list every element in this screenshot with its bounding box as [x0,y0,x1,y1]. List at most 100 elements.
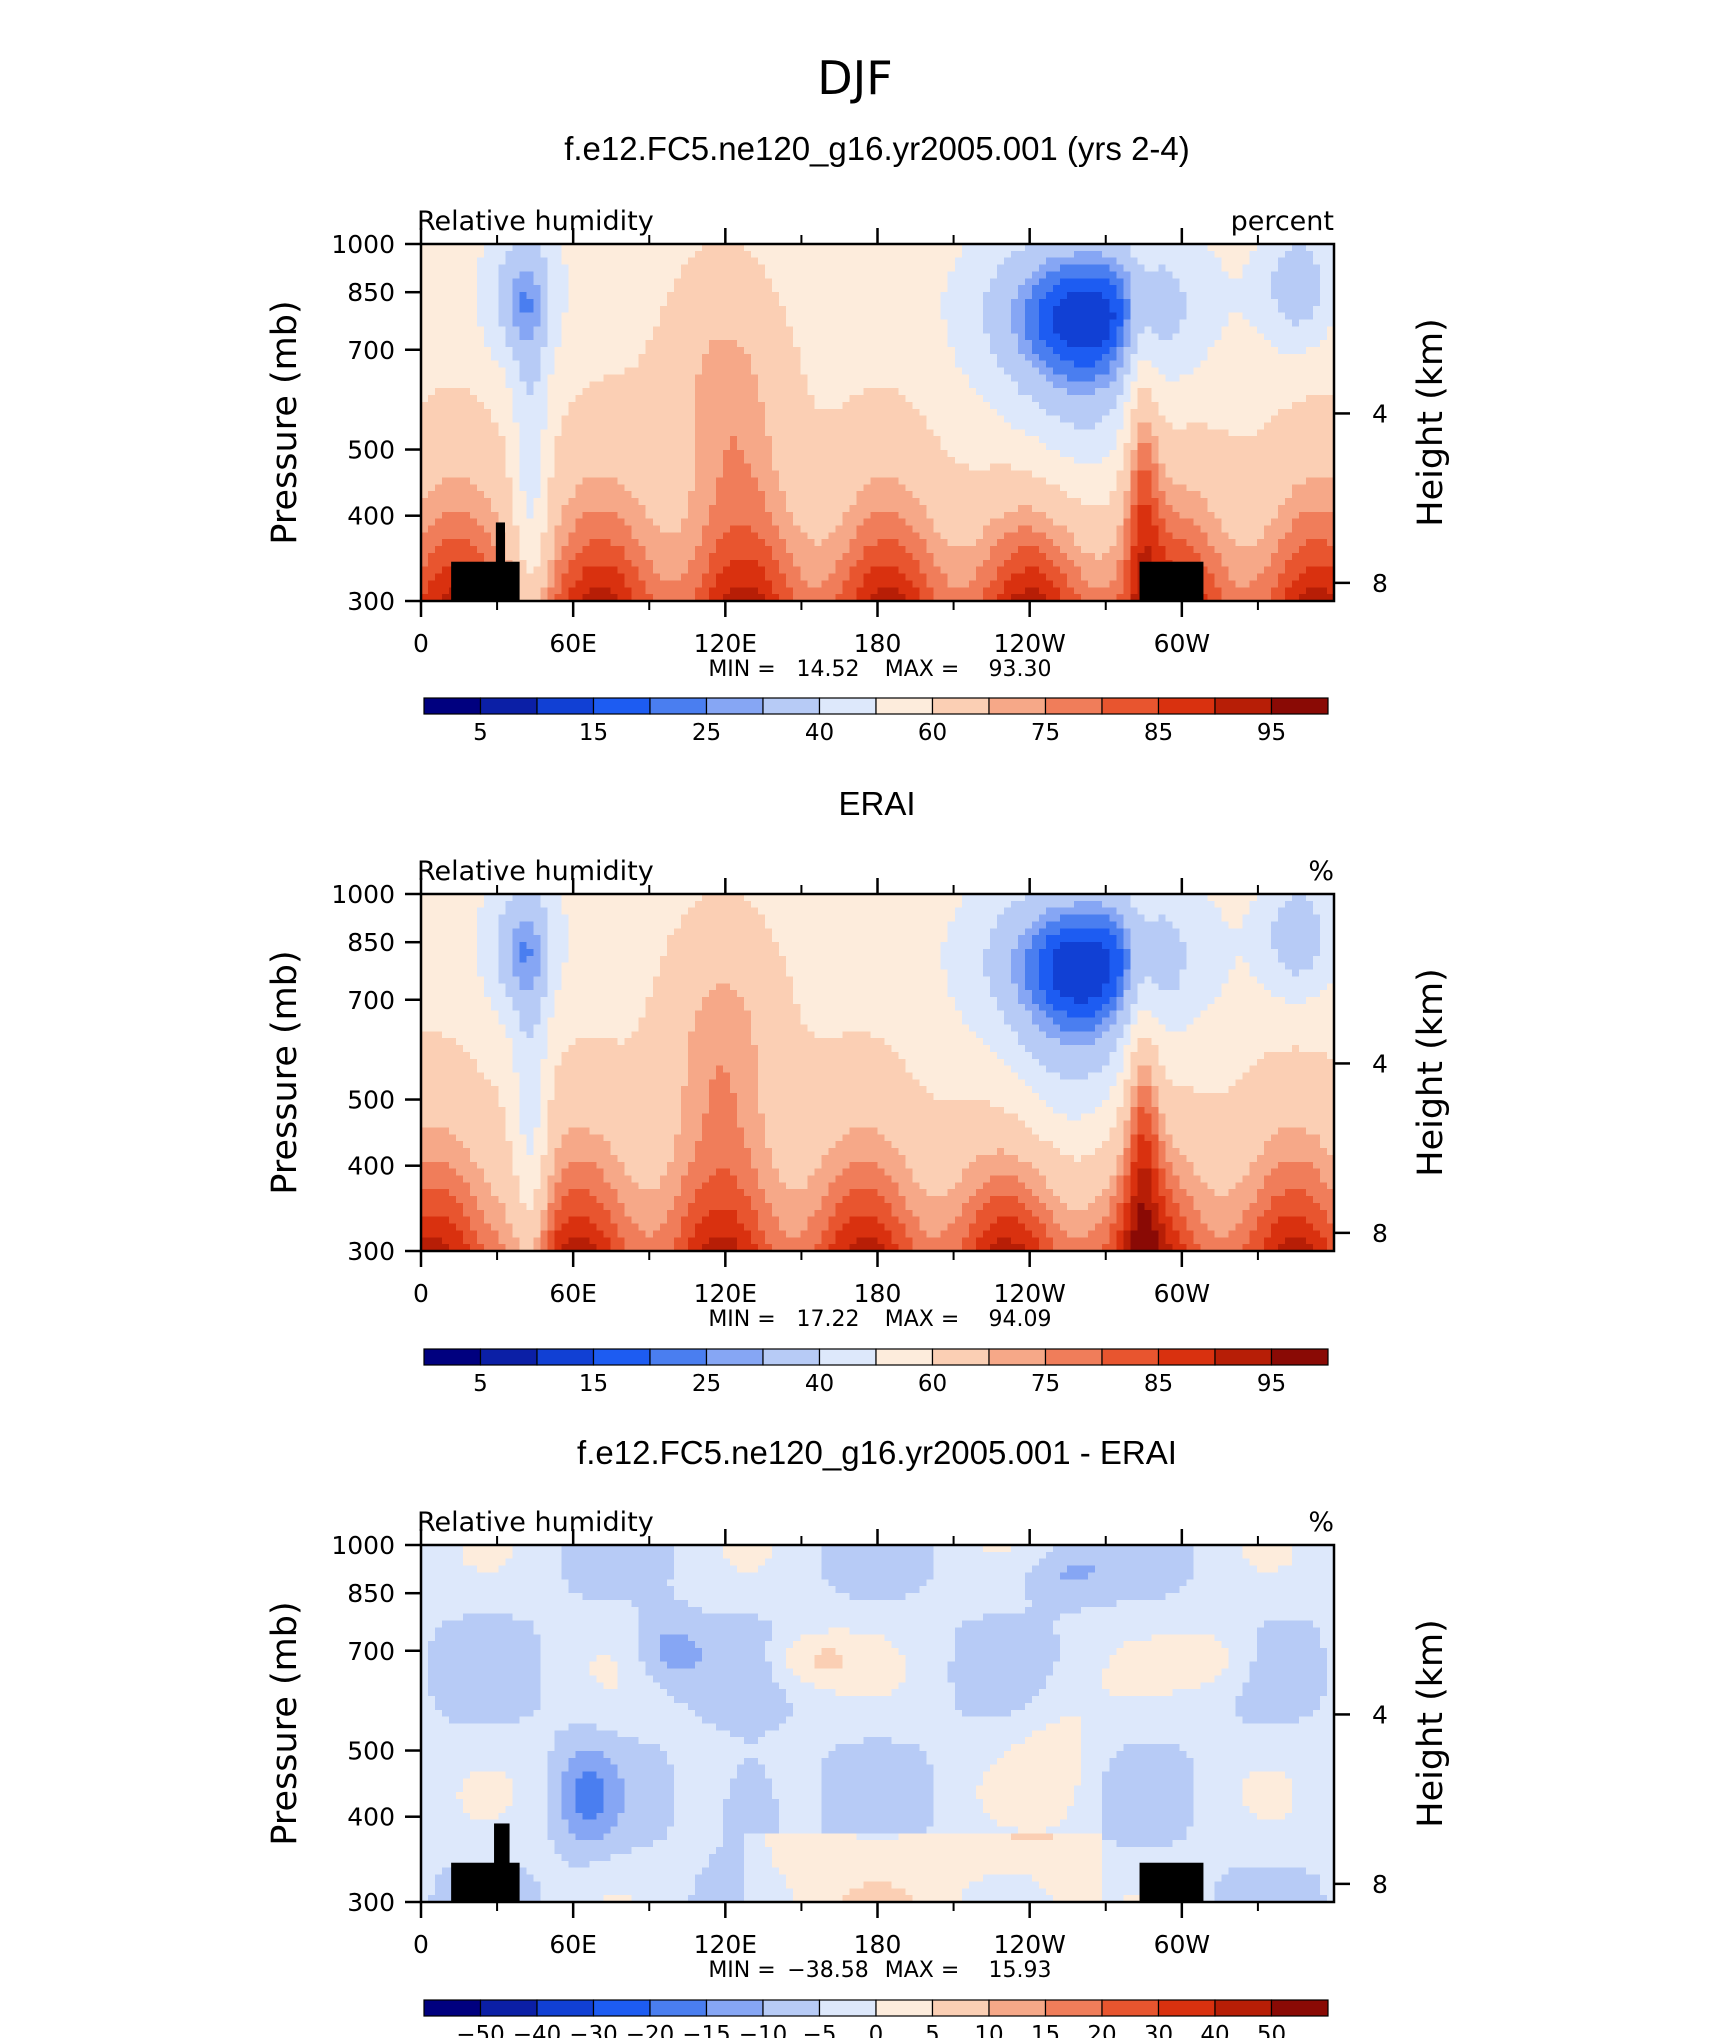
contour-cell [1060,368,1068,375]
contour-cell [885,580,893,587]
contour-cell [941,416,949,423]
contour-cell [856,525,864,532]
contour-cell [842,587,850,594]
contour-cell [737,299,745,306]
contour-cell [583,381,591,388]
contour-cell [920,450,928,457]
contour-cell [1060,388,1068,395]
contour-cell [639,265,647,272]
contour-cell [772,278,780,285]
contour-cell [934,258,942,265]
contour-cell [1081,587,1089,594]
contour-cell [899,265,907,272]
contour-cell [449,278,457,285]
contour-cell [428,457,436,464]
contour-cell [491,326,499,333]
contour-cell [702,457,710,464]
contour-cell [906,450,914,457]
contour-cell [969,429,977,436]
contour-cell [906,464,914,471]
contour-cell [730,333,738,340]
contour-cell [639,374,647,381]
contour-cell [695,443,703,450]
contour-cell [913,292,921,299]
contour-cell [590,354,598,361]
contour-cell [695,464,703,471]
contour-cell [1025,374,1033,381]
contour-cell [758,258,766,265]
contour-cell [955,546,963,553]
contour-cell [1046,271,1054,278]
contour-cell [688,553,696,560]
contour-cell [639,306,647,313]
contour-cell [835,574,843,581]
contour-cell [892,381,900,388]
contour-cell [1018,567,1026,574]
contour-cell [856,251,864,258]
contour-cell [653,574,661,581]
contour-cell [611,539,619,546]
contour-cell [470,525,478,532]
contour-cell [800,374,808,381]
contour-cell [842,491,850,498]
contour-cell [1011,340,1019,347]
contour-cell [1011,306,1019,313]
contour-cell [442,251,450,258]
contour-cell [470,457,478,464]
contour-cell [428,429,436,436]
contour-cell [681,320,689,327]
contour-cell [533,320,541,327]
contour-cell [597,320,605,327]
contour-cell [906,567,914,574]
contour-cell [962,333,970,340]
contour-cell [1053,525,1061,532]
contour-cell [702,464,710,471]
contour-cell [1018,402,1026,409]
contour-cell [519,429,527,436]
contour-cell [962,519,970,526]
contour-cell [962,423,970,430]
contour-cell [428,251,436,258]
contour-cell [702,574,710,581]
contour-cell [941,505,949,512]
contour-cell [519,333,527,340]
contour-cell [604,251,612,258]
contour-cell [934,347,942,354]
contour-cell [639,553,647,560]
contour-cell [484,457,492,464]
contour-cell [899,326,907,333]
contour-cell [618,477,626,484]
contour-cell [639,539,647,546]
contour-cell [688,429,696,436]
contour-cell [976,265,984,272]
contour-cell [997,436,1005,443]
contour-cell [491,361,499,368]
contour-cell [576,347,584,354]
contour-cell [779,402,787,409]
contour-cell [597,388,605,395]
contour-cell [1074,464,1082,471]
contour-cell [477,539,485,546]
contour-cell [512,251,520,258]
contour-cell [814,457,822,464]
contour-cell [800,395,808,402]
contour-cell [927,443,935,450]
contour-cell [583,395,591,402]
contour-cell [561,484,569,491]
contour-cell [646,498,654,505]
contour-cell [653,484,661,491]
contour-cell [547,429,555,436]
contour-cell [737,313,745,320]
contour-cell [519,395,527,402]
contour-cell [639,368,647,375]
contour-cell [540,402,548,409]
contour-cell [540,553,548,560]
contour-cell [456,546,464,553]
contour-cell [835,512,843,519]
contour-cell [913,354,921,361]
contour-cell [941,409,949,416]
contour-cell [885,574,893,581]
contour-cell [934,278,942,285]
contour-cell [927,457,935,464]
contour-cell [547,436,555,443]
